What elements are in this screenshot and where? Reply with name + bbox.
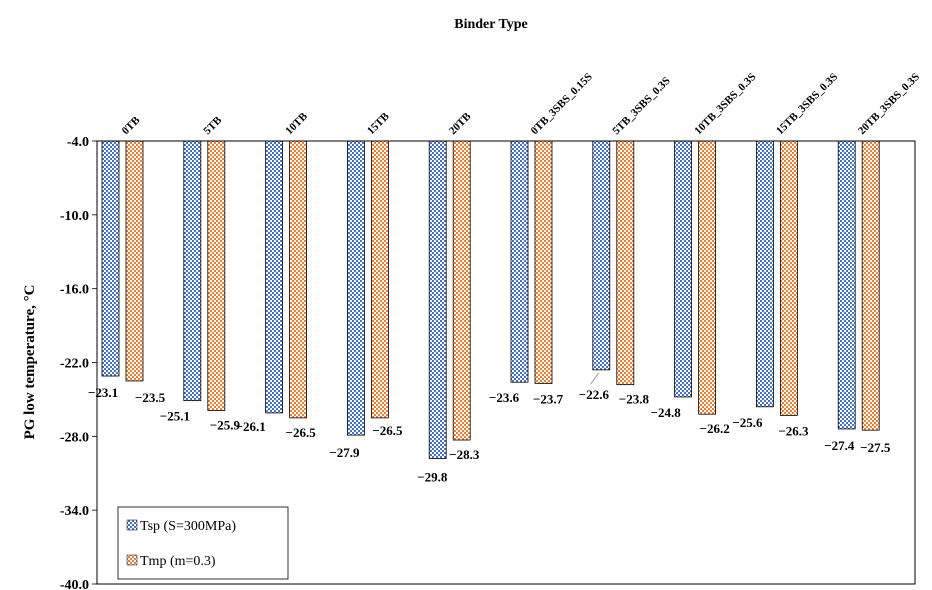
y-tick-label: -22.0	[60, 357, 89, 372]
x-tick-label-0TB_3SBS_0.15S: 0TB_3SBS_0.15S	[529, 71, 595, 137]
data-label-tsp-10TB: −26.1	[236, 419, 266, 434]
bar-tmp-5TB	[207, 140, 226, 411]
y-tick-label: -10.0	[60, 209, 89, 224]
data-label-tmp-5TB_3SBS_0.3S: −23.8	[619, 392, 650, 407]
bar-tsp-20TB_3SBS_0.3S	[837, 140, 856, 430]
y-axis: -4.0 -10.0 -16.0 -22.0 -28.0 -34.0 -40.0	[60, 135, 97, 590]
bar-tmp-20TB	[452, 140, 471, 441]
legend: Tsp (S=300MPa) Tmp (m=0.3)	[117, 506, 289, 580]
data-label-tsp-10TB_3SBS_0.3S: −24.8	[651, 405, 682, 420]
bar-tsp-15TB	[346, 140, 365, 436]
x-tick-label-10TB_3SBS_0.3S: 10TB_3SBS_0.3S	[692, 71, 758, 137]
legend-label-tmp: Tmp (m=0.3)	[140, 554, 216, 569]
x-tick-label-5TB: 5TB	[201, 114, 224, 137]
data-label-tsp-0TB: −23.1	[88, 385, 118, 400]
legend-swatch-tsp	[126, 519, 138, 531]
leader-line	[590, 372, 600, 385]
bar-tsp-0TB	[101, 140, 120, 377]
data-label-tsp-20TB_3SBS_0.3S: −27.4	[824, 438, 855, 453]
bar-tsp-0TB_3SBS_0.15S	[510, 140, 529, 383]
data-label-tsp-15TB_3SBS_0.3S: −25.6	[732, 415, 763, 430]
data-label-tmp-10TB: −26.5	[286, 425, 317, 440]
bar-tsp-20TB	[428, 140, 447, 459]
x-axis: 0TB 5TB 10TB 15TB 20TB 0TB_3SBS_0.15S 5TB_3SBS…	[120, 71, 922, 137]
y-tick-label: -40.0	[60, 578, 89, 590]
data-label-tmp-0TB: −23.5	[135, 390, 166, 405]
plot-area	[101, 140, 880, 459]
data-label-tsp-15TB: −27.9	[329, 445, 360, 460]
bar-tsp-5TB_3SBS_0.3S	[592, 140, 611, 371]
data-label-tmp-15TB_3SBS_0.3S: −26.3	[778, 423, 809, 438]
legend-swatch-tmp	[126, 554, 138, 566]
data-label-tsp-5TB_3SBS_0.3S: −22.6	[579, 387, 610, 402]
data-label-tsp-0TB_3SBS_0.15S: −23.6	[489, 390, 520, 405]
data-label-tmp-0TB_3SBS_0.15S: −23.7	[533, 391, 564, 406]
data-label-tmp-15TB: −26.5	[372, 423, 403, 438]
bar-tmp-15TB	[370, 140, 389, 419]
x-tick-label-20TB: 20TB	[447, 110, 474, 137]
chart-title: Binder Type	[454, 17, 528, 32]
bar-tsp-10TB	[265, 140, 284, 414]
data-labels: −23.1 −23.5 −25.1 −25.9−26.1 −26.5 −27.9 −26.5…	[88, 372, 891, 484]
data-label-tsp-5TB: −25.1	[160, 409, 190, 424]
data-label-tsp-20TB: −29.8	[417, 469, 448, 484]
data-label-tmp-10TB_3SBS_0.3S: −26.2	[700, 421, 730, 436]
y-tick-label: -28.0	[60, 430, 89, 445]
data-label-tmp-20TB: −28.3	[449, 447, 480, 462]
x-tick-label-20TB_3SBS_0.3S: 20TB_3SBS_0.3S	[856, 71, 922, 137]
y-tick-label: -4.0	[67, 135, 89, 150]
legend-box	[117, 506, 289, 580]
bar-tmp-15TB_3SBS_0.3S	[780, 140, 798, 416]
y-tick-label: -16.0	[60, 283, 89, 298]
bar-tsp-10TB_3SBS_0.3S	[674, 140, 692, 398]
x-tick-label-5TB_3SBS_0.3S: 5TB_3SBS_0.3S	[610, 75, 672, 137]
y-axis-label: PG low temperature, °C	[22, 285, 38, 440]
x-tick-label-10TB: 10TB	[283, 110, 310, 137]
bar-tsp-15TB_3SBS_0.3S	[756, 140, 774, 408]
legend-label-tsp: Tsp (S=300MPa)	[140, 519, 236, 534]
x-tick-label-15TB: 15TB	[365, 110, 392, 137]
bar-tmp-10TB	[289, 140, 308, 419]
bar-tsp-5TB	[183, 140, 202, 402]
bar-tmp-20TB_3SBS_0.3S	[861, 140, 880, 431]
bar-tmp-5TB_3SBS_0.3S	[616, 140, 635, 386]
bar-tmp-0TB_3SBS_0.15S	[534, 140, 553, 384]
bar-tmp-0TB	[125, 140, 144, 382]
data-label-tmp-5TB: −25.9	[210, 417, 241, 432]
bar-tmp-10TB_3SBS_0.3S	[698, 140, 716, 415]
x-tick-label-15TB_3SBS_0.3S: 15TB_3SBS_0.3S	[774, 71, 840, 137]
data-label-tmp-20TB_3SBS_0.3S: −27.5	[860, 440, 891, 455]
y-tick-label: -34.0	[60, 504, 89, 519]
x-tick-label-0TB: 0TB	[120, 114, 143, 137]
